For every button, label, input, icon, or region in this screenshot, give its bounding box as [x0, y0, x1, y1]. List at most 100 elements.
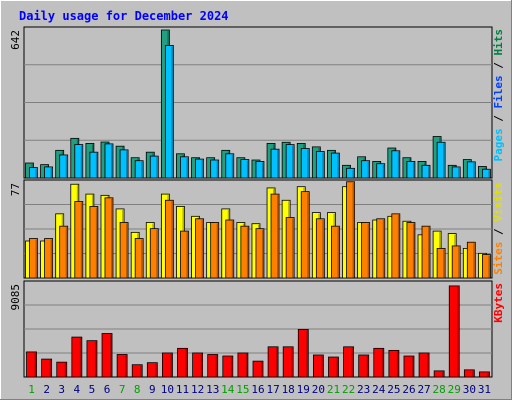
bar-kbytes-day-25	[388, 349, 400, 378]
bar-shade	[276, 347, 278, 377]
bar-shade	[126, 150, 128, 178]
bar-shade	[80, 145, 83, 178]
day-label-15: 15	[236, 383, 249, 396]
day-label-9: 9	[149, 383, 156, 396]
bar-files-day-31	[482, 168, 491, 179]
bars	[25, 181, 491, 279]
bar-kbytes-day-27	[418, 352, 430, 378]
bar-shade	[126, 223, 128, 278]
bar-sites-day-30	[466, 241, 476, 279]
day-label-29: 29	[448, 383, 461, 396]
bar-shade	[321, 355, 323, 377]
day-label-14: 14	[221, 383, 235, 396]
bar-shade	[458, 167, 460, 178]
day-label-30: 30	[463, 383, 476, 396]
bar-files-day-20	[315, 151, 325, 179]
bar-shade	[79, 338, 82, 377]
bar-files-day-1	[29, 167, 38, 179]
y-max-label: 9085	[9, 284, 22, 311]
bar-files-day-15	[240, 159, 250, 179]
bar-shade	[155, 363, 157, 377]
bar-shade	[156, 157, 158, 178]
legend-part: Hits	[492, 29, 505, 56]
bar-kbytes-day-4	[71, 336, 83, 378]
bar-shade	[292, 145, 294, 178]
day-label-20: 20	[312, 383, 325, 396]
chart-title: Daily usage for December 2024	[19, 9, 229, 23]
bar-shade	[261, 362, 263, 377]
panels-layer: 642 Pages / Files / Hits 77 Sites / Visits 9…	[9, 26, 505, 378]
bar-files-day-4	[74, 144, 84, 179]
bar-sites-day-9	[149, 228, 159, 279]
legend-label: Pages / Files / Hits	[492, 29, 505, 162]
bar-shade	[488, 255, 491, 278]
bar-shade	[80, 202, 83, 278]
bar-files-day-10	[164, 45, 174, 179]
day-labels: 1 2 3 4 5 6 7 8 9 10 11 12 13 14 15 16 17 18 19 20 21 22 23 24 2…	[28, 383, 491, 396]
bar-kbytes-day-8	[131, 364, 143, 378]
bar-sites-day-11	[180, 230, 189, 279]
bar-sites-day-6	[104, 197, 114, 279]
bar-kbytes-day-10	[162, 352, 173, 378]
bar-files-day-14	[225, 153, 235, 179]
bar-shade	[306, 330, 308, 377]
day-label-11: 11	[176, 383, 189, 396]
panel-visits-sites: 77 Sites / Visits	[9, 179, 505, 279]
legend-part: Pages	[492, 128, 505, 161]
bar-files-day-21	[331, 152, 340, 179]
bars	[26, 285, 490, 378]
bar-shade	[473, 243, 475, 278]
bar-kbytes-day-23	[358, 354, 370, 378]
bar-files-day-8	[134, 160, 144, 179]
day-label-31: 31	[478, 383, 491, 396]
bar-shade	[215, 355, 218, 377]
bar-shade	[50, 167, 53, 178]
bar-shade	[412, 162, 415, 178]
bar-kbytes-day-16	[252, 360, 264, 378]
legend-part: Visits	[492, 182, 505, 222]
bar-sites-day-3	[59, 225, 69, 279]
bar-shade	[186, 157, 189, 178]
bar-shade	[156, 229, 158, 278]
bar-shade	[216, 161, 219, 178]
bar-shade	[277, 195, 279, 278]
bar-kbytes-day-3	[56, 361, 68, 378]
bar-shade	[382, 164, 385, 178]
bar-shade	[337, 227, 340, 278]
bar-shade	[397, 151, 400, 178]
bar-kbytes-day-20	[312, 354, 324, 378]
bar-files-day-19	[300, 148, 310, 179]
bar-sites-day-25	[391, 213, 401, 279]
bar-files-day-2	[44, 166, 53, 179]
bar-files-day-9	[149, 155, 159, 179]
bar-shade	[428, 166, 430, 178]
bar-sites-day-23	[361, 222, 371, 279]
bar-files-day-5	[89, 151, 99, 179]
bar-shade	[443, 143, 445, 178]
bar-files-day-12	[195, 158, 204, 179]
day-label-12: 12	[191, 383, 204, 396]
legend-part: Sites	[492, 242, 505, 275]
bar-sites-day-13	[210, 222, 220, 279]
bar-shade	[95, 153, 98, 178]
bar-sites-day-24	[376, 218, 386, 279]
bar-shade	[50, 239, 53, 278]
day-label-28: 28	[433, 383, 446, 396]
bar-shade	[95, 207, 98, 278]
bar-shade	[322, 219, 324, 278]
bar-shade	[261, 162, 264, 178]
bar-kbytes-day-14	[222, 355, 234, 378]
bar-files-day-27	[421, 164, 431, 179]
legend-label: Sites / Visits	[492, 182, 505, 275]
bar-files-day-22	[346, 167, 355, 179]
bar-shade	[200, 353, 203, 377]
bar-shade	[458, 246, 460, 278]
bar-files-day-26	[406, 161, 416, 179]
day-label-19: 19	[297, 383, 310, 396]
bar-shade	[231, 221, 234, 278]
bar-shade	[231, 154, 234, 178]
bar-sites-day-18	[285, 217, 295, 279]
day-label-3: 3	[58, 383, 65, 396]
bar-shade	[201, 219, 204, 278]
bar-sites-day-15	[240, 225, 250, 279]
